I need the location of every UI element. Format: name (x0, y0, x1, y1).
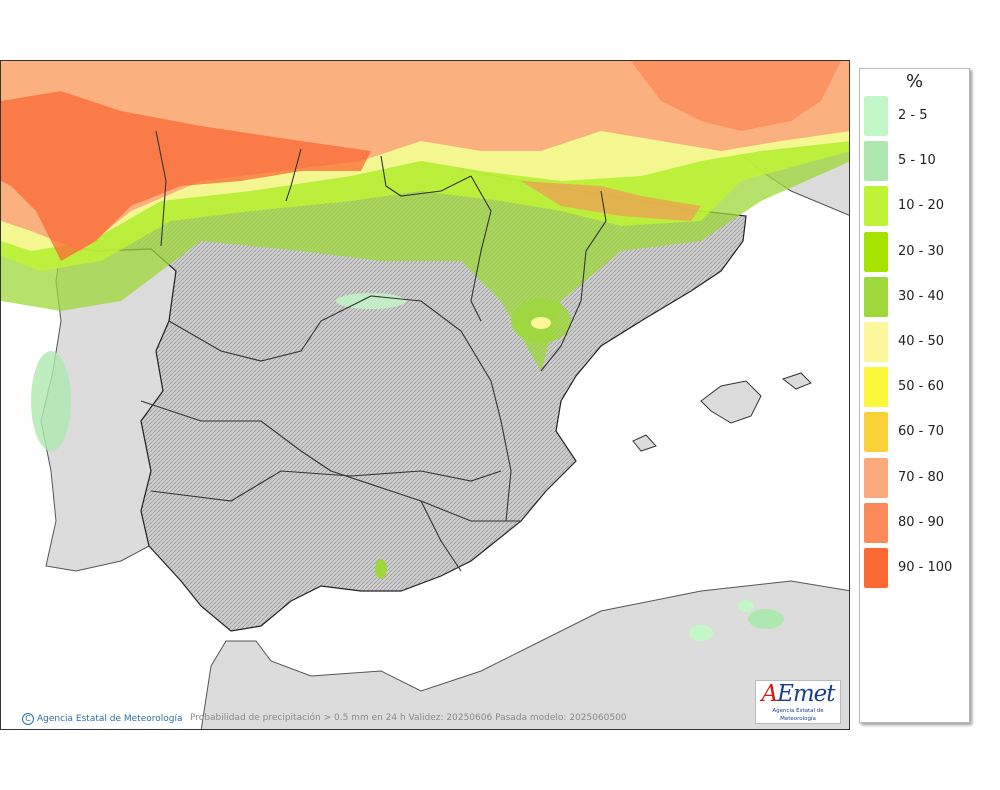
legend-swatch (864, 186, 888, 227)
aemet-logo: AEmet Agencia Estatal de Meteorología (755, 680, 841, 724)
legend-title: % (905, 71, 924, 92)
regional-borders (140, 130, 607, 572)
legend-swatch (864, 231, 888, 272)
agency-name: Agencia Estatal de Meteorología (37, 714, 183, 724)
prob-patch-south (375, 559, 387, 579)
legend-swatch (864, 276, 888, 317)
copyright-icon: C (22, 713, 34, 725)
legend-label: 10 - 20 (898, 198, 945, 214)
legend-label: 70 - 80 (898, 469, 945, 485)
legend-item: 60 - 70 (864, 410, 964, 453)
prob-patch-africa-1 (689, 625, 713, 641)
legend-swatch (864, 322, 888, 362)
legend-swatch (864, 502, 888, 543)
legend-label: 2 - 5 (898, 108, 928, 123)
legend-item: 20 - 30 (864, 230, 964, 272)
map-caption: Probabilidad de precipitación > 0.5 mm e… (190, 713, 627, 723)
legend-swatch (864, 141, 888, 182)
legend-label: 20 - 30 (898, 243, 945, 259)
prob-band-80-90-pyrenees (521, 181, 701, 221)
legend-item: 70 - 80 (864, 456, 964, 498)
legend-item: 5 - 10 (864, 139, 964, 182)
mallorca-island (700, 380, 762, 424)
legend-item: 80 - 90 (864, 501, 964, 543)
prob-band-80-90-east (631, 61, 841, 131)
legend-swatch (864, 367, 888, 408)
legend-swatch (864, 96, 888, 136)
prob-patch-center (336, 293, 406, 309)
legend-item: 2 - 5 (864, 94, 964, 136)
africa-land (200, 580, 849, 729)
prob-patch-africa-2 (748, 609, 784, 629)
agency-credit: C Agencia Estatal de Meteorología (22, 713, 183, 725)
prob-band-70-80 (1, 61, 849, 251)
prob-patch-portugal (31, 351, 71, 451)
legend-item: 40 - 50 (864, 320, 964, 362)
legend-item: 30 - 40 (864, 275, 964, 317)
legend-item: 10 - 20 (864, 184, 964, 227)
ibiza-island (632, 434, 657, 452)
menorca-island (781, 372, 812, 390)
prob-patch-africa-3 (738, 600, 754, 612)
precipitation-map (1, 61, 849, 729)
prob-band-90-100 (1, 91, 371, 261)
legend-label: 50 - 60 (898, 379, 945, 395)
prob-patch-iberian-inner (531, 317, 551, 329)
legend-label: 40 - 50 (898, 334, 945, 349)
legend-swatch (864, 457, 888, 498)
legend-label: 5 - 10 (898, 153, 936, 169)
legend-label: 60 - 70 (898, 424, 945, 440)
legend-swatch (864, 548, 888, 588)
legend-label: 80 - 90 (898, 514, 945, 530)
map-panel (0, 60, 850, 730)
legend-label: 30 - 40 (898, 288, 945, 304)
legend-item: 90 - 100 (864, 546, 964, 588)
legend-label: 90 - 100 (898, 560, 953, 575)
legend-panel: % 2 - 5 5 - 10 10 - 20 20 - 30 30 - 40 40 - 5… (859, 68, 970, 723)
legend-swatch (864, 412, 888, 453)
legend-item: 50 - 60 (864, 365, 964, 408)
